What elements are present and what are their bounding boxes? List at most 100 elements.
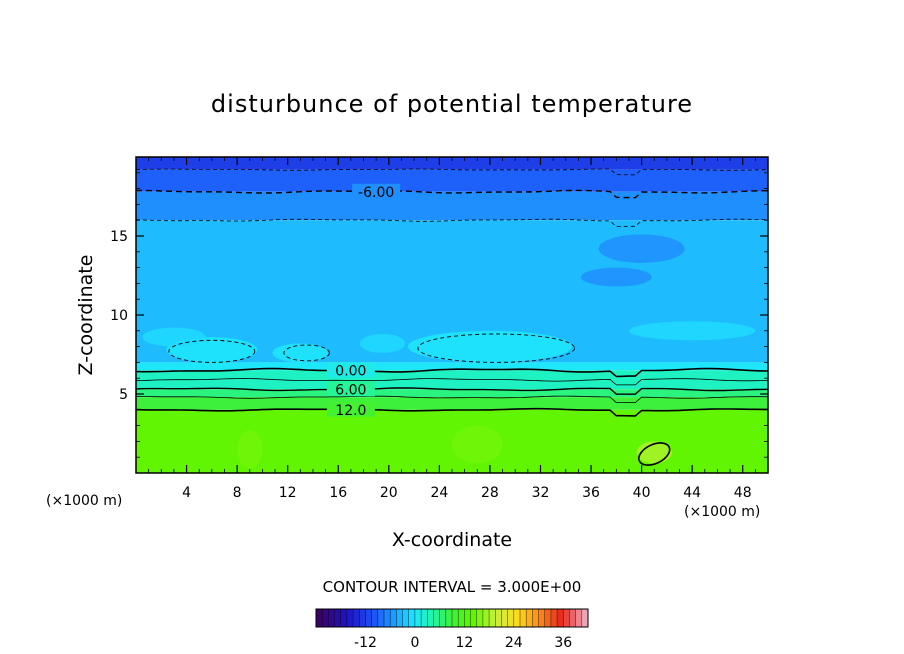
x-tick-label: 16 — [329, 485, 347, 501]
field-band — [136, 169, 768, 192]
field-band — [136, 370, 768, 390]
colorbar-swatch — [501, 609, 508, 627]
colorbar-swatch — [520, 609, 527, 627]
colorbar-swatch — [445, 609, 453, 627]
colorbar-swatch — [439, 609, 447, 627]
field-patch — [407, 330, 573, 363]
colorbar-swatch — [365, 609, 372, 627]
contour-closed — [168, 339, 256, 363]
colorbar-swatch — [433, 609, 440, 627]
colorbar-swatch — [532, 609, 539, 627]
colorbar-swatch — [538, 609, 546, 627]
field-patch — [452, 425, 503, 464]
colorbar-swatch — [346, 609, 354, 627]
contour-interval-label: CONTOUR INTERVAL = 3.000E+00 — [323, 578, 582, 596]
field-band — [136, 409, 768, 473]
colorbar-swatch — [482, 609, 490, 627]
colorbar-swatch — [544, 609, 552, 627]
contour-label: 0.00 — [335, 363, 366, 379]
colorbar-swatch — [513, 609, 521, 627]
colorbar-tick-label: 12 — [455, 635, 473, 651]
contour-label: -6.00 — [358, 185, 394, 201]
colorbar-swatch — [464, 609, 471, 627]
colorbar-tick-label: 36 — [554, 635, 572, 651]
colorbar-swatch — [557, 609, 564, 627]
colorbar-swatch — [495, 609, 502, 627]
x-tick-label: 8 — [233, 485, 242, 501]
field-band — [136, 362, 768, 371]
colorbar-swatch — [476, 609, 484, 627]
colorbar-swatch — [384, 609, 391, 627]
contour-labels: -6.00 0.00 6.00 12.0 — [326, 183, 401, 419]
chart-title: disturbunce of potential temperature — [211, 90, 693, 118]
y-axis-label: Z-coordinate — [75, 255, 97, 376]
colorbar-swatch — [575, 609, 583, 627]
colorbar-swatch — [316, 609, 323, 627]
contour-line — [136, 378, 768, 386]
contour-label: 6.00 — [335, 382, 366, 398]
colorbar-swatch — [334, 609, 342, 627]
field-band — [136, 397, 768, 410]
contour-line — [136, 168, 768, 176]
colorbar-swatch — [396, 609, 403, 627]
colorbar-tick-label: 24 — [505, 635, 523, 651]
colorbar-swatch — [563, 609, 570, 627]
field-patch — [237, 430, 263, 469]
contour-closed — [417, 333, 576, 363]
x-tick-label: 44 — [683, 485, 701, 501]
colorbar-swatch — [507, 609, 515, 627]
colorbar-swatch — [427, 609, 434, 627]
field-band — [136, 389, 768, 398]
contour-label-bg — [352, 183, 401, 199]
contour-label-bg — [326, 362, 375, 378]
colorbar-swatch — [526, 609, 533, 627]
x-axis: 4 8 12 16 20 24 28 32 36 40 44 48 — [148, 157, 756, 501]
colorbar-swatch — [470, 609, 478, 627]
colorbar-swatch — [359, 609, 366, 627]
x-unit-right: (×1000 m) — [684, 504, 760, 520]
field-patch — [580, 267, 652, 287]
colorbar-swatch — [581, 609, 589, 627]
y-tick-label: 10 — [110, 308, 128, 324]
contour-label: 12.0 — [335, 403, 366, 419]
x-tick-label: 24 — [430, 485, 448, 501]
x-tick-label: 32 — [532, 485, 550, 501]
x-tick-label: 36 — [582, 485, 600, 501]
x-tick-label: 48 — [734, 485, 752, 501]
colorbar-swatch — [414, 609, 422, 627]
x-tick-label: 28 — [481, 485, 499, 501]
field-band — [136, 157, 768, 170]
colorbar-swatch — [550, 609, 558, 627]
contour-line — [136, 387, 768, 395]
colorbar-tick-label: -12 — [354, 635, 377, 651]
colorbar-swatch — [569, 609, 576, 627]
contour-line — [136, 367, 768, 378]
colorbar-swatch — [371, 609, 379, 627]
contour-label-bg — [326, 381, 375, 397]
colorbar — [315, 609, 589, 627]
field-patch — [628, 321, 756, 341]
colorbar-swatch — [322, 609, 329, 627]
x-axis-label: X-coordinate — [392, 529, 512, 551]
y-tick-label: 5 — [119, 387, 128, 403]
field-patch — [142, 327, 206, 347]
colorbar-swatch — [390, 609, 397, 627]
x-tick-label: 40 — [633, 485, 651, 501]
contour-closed — [283, 344, 330, 362]
colorbar-swatch — [328, 609, 335, 627]
field-patch — [636, 441, 672, 464]
colorbar-swatch — [353, 609, 360, 627]
colorbar-tick-label: 0 — [410, 635, 419, 651]
heatmap-field — [136, 157, 768, 473]
field-band — [136, 191, 768, 221]
colorbar-swatch — [402, 609, 410, 627]
contour-label-bg — [326, 401, 375, 417]
x-tick-label: 4 — [182, 485, 191, 501]
y-axis: 5 10 15 — [110, 172, 768, 458]
x-unit-left: (×1000 m) — [46, 493, 122, 509]
colorbar-frame — [315, 608, 589, 628]
colorbar-swatch — [340, 609, 348, 627]
colorbar-swatch — [408, 609, 416, 627]
